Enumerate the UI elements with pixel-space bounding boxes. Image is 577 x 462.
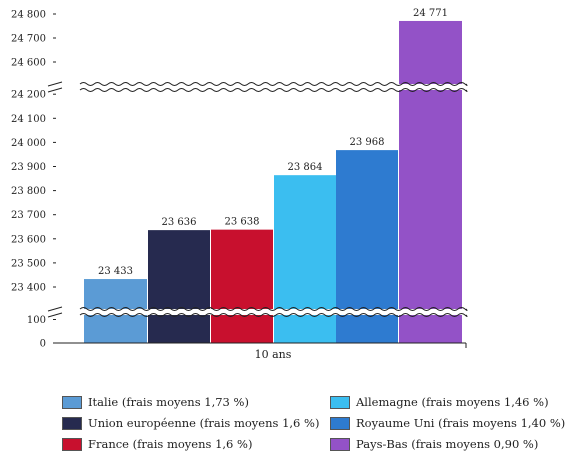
legend-label-pays-bas: Pays-Bas (frais moyens 0,90 %): [356, 437, 539, 451]
legend-label-italie: Italie (frais moyens 1,73 %): [88, 395, 249, 409]
x-category-label: 10 ans: [255, 348, 292, 361]
y-axis-break-mark-lower-b: [47, 312, 63, 318]
y-tick-label: 24 100: [11, 114, 46, 125]
data-label-union-europ-enne: 23 636: [162, 217, 197, 228]
axis-break-line-lower-b: [79, 313, 468, 317]
y-tick-label: 23 600: [11, 234, 46, 245]
legend-swatch-italie: [62, 395, 82, 409]
axis-break-gap-lower: [80, 309, 466, 315]
legend-item-allemagne: Allemagne (frais moyens 1,46 %): [330, 395, 549, 409]
legend-swatch-france: [62, 437, 82, 451]
bar-allemagne: [274, 175, 336, 343]
legend-label-union-europeenne: Union européenne (frais moyens 1,6 %): [88, 416, 320, 430]
y-tick-label: 23 400: [11, 283, 46, 294]
legend-label-royaume-uni: Royaume Uni (frais moyens 1,40 %): [356, 416, 566, 430]
axis-break-line-upper-b: [79, 88, 468, 92]
bar-chart: 23 433 23 636 23 638 23 864 23 968 24 771 0 100…: [11, 8, 468, 361]
data-label-allemagne: 23 864: [288, 162, 323, 173]
chart-legend: Italie (frais moyens 1,73 %) Union europ…: [62, 393, 572, 459]
legend-label-france: France (frais moyens 1,6 %): [88, 437, 253, 451]
legend-swatch-union-europeenne: [62, 416, 82, 430]
bar-pays-bas: [399, 20, 462, 344]
legend-item-union-europeenne: Union européenne (frais moyens 1,6 %): [62, 416, 319, 430]
data-label-italie: 23 433: [98, 266, 133, 277]
y-tick-label: 24 700: [11, 34, 46, 45]
axis-break-line-upper-a: [79, 82, 468, 86]
legend-item-royaume-uni: Royaume Uni (frais moyens 1,40 %): [330, 416, 565, 430]
y-tick-label: 100: [27, 315, 46, 326]
legend-item-france: France (frais moyens 1,6 %): [62, 437, 252, 451]
legend-swatch-allemagne: [330, 395, 350, 409]
axis-break-gap-upper: [80, 84, 466, 90]
y-tick-label: 24 000: [11, 138, 46, 149]
y-axis-break-mark-lower-a: [47, 306, 63, 312]
data-label-royaume-uni: 23 968: [350, 137, 385, 148]
legend-item-italie: Italie (frais moyens 1,73 %): [62, 395, 249, 409]
y-axis-break-mark-upper-b: [47, 87, 63, 93]
legend-label-allemagne: Allemagne (frais moyens 1,46 %): [356, 395, 549, 409]
y-tick-label: 24 200: [11, 90, 46, 101]
legend-item-pays-bas: Pays-Bas (frais moyens 0,90 %): [330, 437, 538, 451]
bar-france: [211, 229, 273, 343]
y-tick-label: 24 600: [11, 58, 46, 69]
legend-swatch-royaume-uni: [330, 416, 350, 430]
y-tick-label: 23 800: [11, 186, 46, 197]
y-tick-label: 0: [40, 339, 46, 350]
data-label-pays-bas: 24 771: [413, 8, 448, 19]
y-axis-break-mark-upper-a: [47, 81, 63, 87]
y-tick-label: 24 800: [11, 10, 46, 21]
y-tick-label: 23 700: [11, 210, 46, 221]
bar-union-europ-enne: [148, 230, 210, 343]
data-label-france: 23 638: [225, 217, 260, 228]
y-tick-label: 23 500: [11, 258, 46, 269]
legend-swatch-pays-bas: [330, 437, 350, 451]
axis-break-line-lower-a: [79, 307, 468, 311]
y-tick-label: 23 900: [11, 162, 46, 173]
